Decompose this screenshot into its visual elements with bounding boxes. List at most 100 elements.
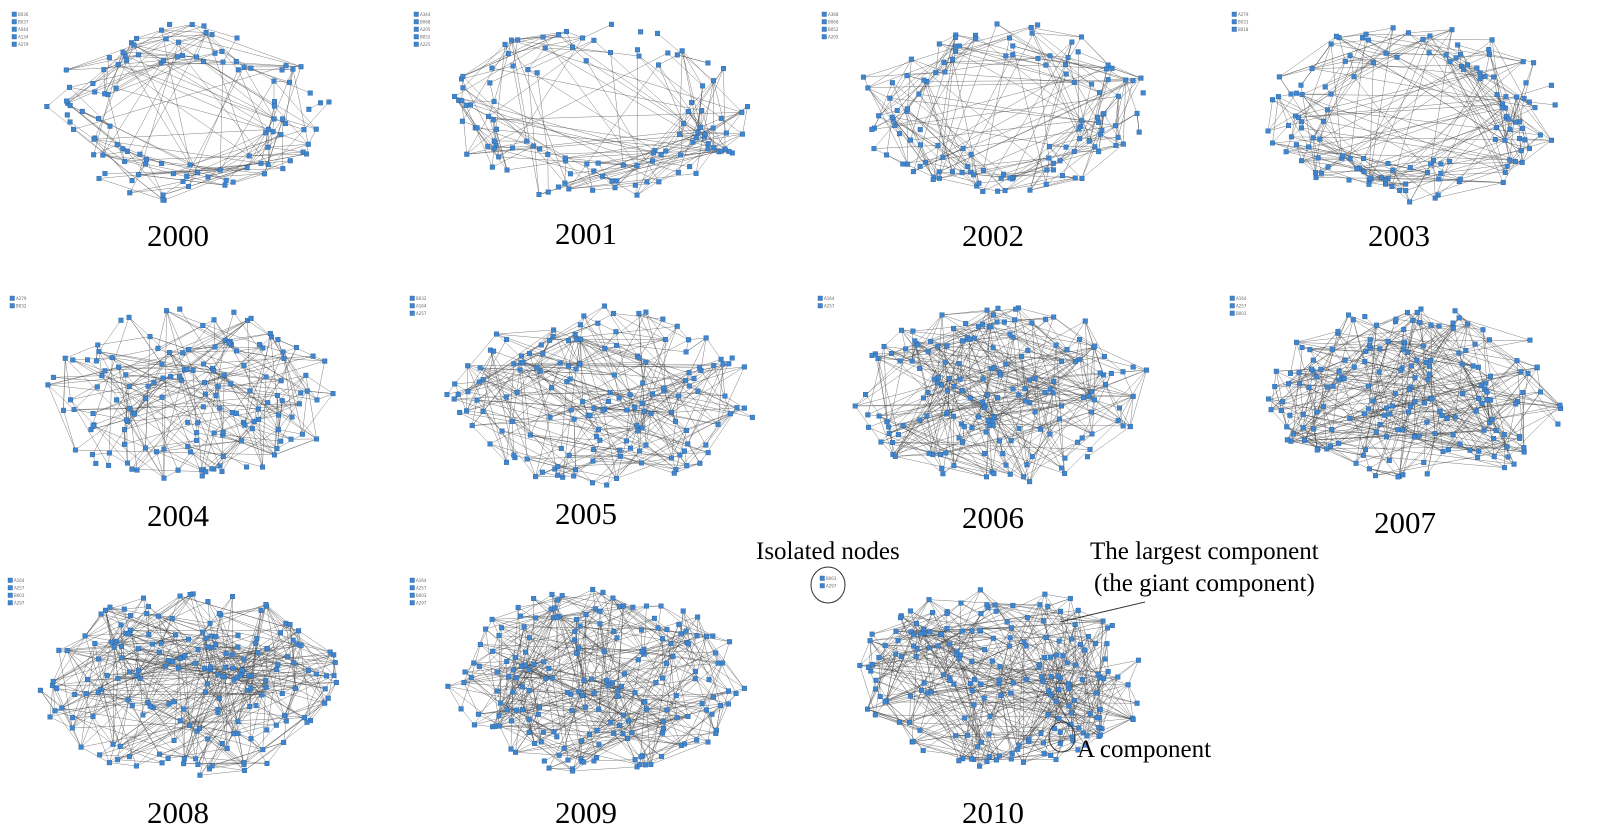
node [1329,346,1335,352]
node [490,117,496,123]
node [1403,181,1409,187]
edge [1458,323,1468,354]
node [1029,454,1035,460]
node [235,718,241,724]
edge [1018,307,1057,346]
edge [1495,128,1523,140]
edge [619,449,677,470]
edge [201,340,226,470]
node [1354,166,1360,172]
node [562,180,568,186]
edge [550,392,611,418]
edge [127,403,300,422]
edge [1272,99,1324,122]
node [938,451,944,457]
node [1266,396,1272,402]
node [990,345,996,351]
node [1459,361,1465,367]
edge [186,363,204,370]
edge [482,379,518,393]
node [1298,82,1304,88]
edge [171,593,194,619]
node [961,424,967,430]
node [607,390,613,396]
edge [557,429,599,476]
node [1328,91,1334,97]
node [1403,188,1409,194]
node [299,431,305,437]
node [181,756,187,762]
node [1394,54,1400,60]
node [869,126,875,132]
edge [598,152,654,164]
edge [895,453,930,457]
node [118,317,124,323]
edge [129,186,189,193]
edge [104,57,110,94]
node [1053,342,1059,348]
node [502,41,508,47]
node [1046,144,1052,150]
node [1475,364,1481,370]
node [199,473,205,479]
node [648,411,654,417]
node [1059,465,1065,471]
edge [280,134,309,145]
node [257,342,263,348]
edge [169,341,231,353]
edge [283,351,325,362]
node [1381,412,1387,418]
node [305,141,311,147]
node [1341,376,1347,382]
edge [219,80,275,171]
edge [1430,29,1453,165]
node [524,138,530,144]
node [155,613,161,619]
edge [713,133,743,148]
edge [942,361,1062,474]
node [950,413,956,419]
edge [129,377,164,387]
edge [63,358,66,411]
edge [280,347,297,381]
node [881,343,887,349]
node [658,151,664,157]
node [195,420,201,426]
node [222,664,228,670]
node [589,480,595,486]
edge [1005,363,1119,421]
node [92,89,98,95]
edge [1365,351,1515,465]
isolated-node-label: A164 [14,578,25,583]
node [1089,431,1095,437]
edge [472,362,524,426]
edge [157,310,167,349]
node [270,129,276,135]
edge [282,400,300,405]
edge [993,405,1062,417]
node [275,337,281,343]
node [469,423,475,429]
node [314,397,320,403]
node [547,337,553,343]
edge [568,334,576,367]
node [258,607,264,613]
edge [561,448,593,483]
node [1321,118,1327,124]
edge [680,151,719,156]
edge [579,363,635,408]
edge [952,59,980,184]
node [118,643,124,649]
node [208,633,214,639]
edge [467,365,507,463]
edge [493,101,659,182]
node [1123,77,1129,83]
node [1310,357,1316,363]
edge [901,330,942,386]
node [160,192,166,198]
node [78,744,84,750]
edge [1298,103,1503,118]
edge [180,595,299,632]
edge [923,397,963,443]
